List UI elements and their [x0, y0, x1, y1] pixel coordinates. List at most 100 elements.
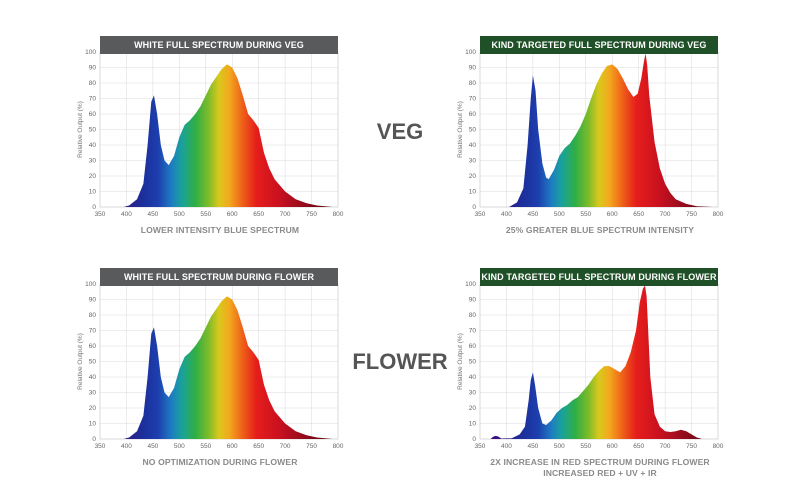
y-tick-label: 90 [469, 65, 477, 72]
caption-line-2: INCREASED RED + UV + IR [543, 468, 657, 478]
chart-caption: 25% GREATER BLUE SPECTRUM INTENSITY [450, 225, 750, 236]
y-tick-label: 60 [469, 111, 477, 118]
y-tick-label: 40 [469, 142, 477, 149]
chart-white-flower: WHITE FULL SPECTRUM DURING FLOWER 0 10 20 3… [70, 268, 370, 478]
x-tick-label: 350 [95, 443, 106, 450]
y-tick-label: 10 [89, 189, 97, 196]
y-tick-label: 30 [469, 158, 477, 165]
chart-kind-flower: KIND TARGETED FULL SPECTRUM DURING FLOWE… [450, 268, 750, 478]
y-tick-label: 70 [89, 96, 97, 103]
y-tick-label: 50 [469, 359, 477, 366]
chart-caption: LOWER INTENSITY BLUE SPECTRUM [70, 225, 370, 236]
x-tick-label: 400 [121, 211, 132, 218]
y-tick-label: 0 [472, 204, 476, 211]
x-tick-label: 800 [713, 211, 724, 218]
x-tick-label: 600 [227, 443, 238, 450]
y-tick-label: 70 [469, 96, 477, 103]
x-tick-label: 550 [580, 211, 591, 218]
y-tick-label: 40 [89, 142, 97, 149]
x-tick-label: 800 [713, 443, 724, 450]
chart-title: KIND TARGETED FULL SPECTRUM DURING VEG [480, 36, 718, 54]
y-tick-label: 90 [89, 65, 97, 72]
y-tick-label: 20 [89, 405, 97, 412]
x-tick-label: 600 [607, 211, 618, 218]
x-tick-label: 800 [333, 211, 344, 218]
chart-caption: NO OPTIMIZATION DURING FLOWER [70, 457, 370, 468]
x-tick-label: 700 [280, 211, 291, 218]
x-tick-label: 800 [333, 443, 344, 450]
y-tick-label: 50 [89, 127, 97, 134]
spectrum-chart: 0 10 20 30 40 50 60 70 80 90 100 350 400 450 500 550 600… [457, 49, 724, 218]
y-tick-label: 80 [469, 312, 477, 319]
chart-title: WHITE FULL SPECTRUM DURING FLOWER [100, 268, 338, 286]
spectrum-area [509, 53, 713, 207]
x-tick-label: 650 [253, 211, 264, 218]
y-tick-label: 20 [469, 405, 477, 412]
x-tick-label: 700 [280, 443, 291, 450]
chart-caption: 2X INCREASE IN RED SPECTRUM DURING FLOWE… [450, 457, 750, 479]
x-tick-label: 450 [147, 443, 158, 450]
y-tick-label: 30 [469, 390, 477, 397]
caption-line-1: 25% GREATER BLUE SPECTRUM INTENSITY [505, 225, 695, 235]
x-tick-label: 500 [174, 443, 185, 450]
x-tick-label: 750 [686, 443, 697, 450]
flower-label: FLOWER [352, 349, 448, 374]
spectrum-chart: 0 10 20 30 40 50 60 70 80 90 100 350 400 450 500 550 600… [77, 281, 344, 450]
veg-label: VEG [376, 119, 424, 144]
y-tick-label: 30 [89, 158, 97, 165]
x-tick-label: 600 [607, 443, 618, 450]
spectrum-chart: 0 10 20 30 40 50 60 70 80 90 100 350 400 450 500 550 600… [457, 281, 724, 450]
y-tick-label: 30 [89, 390, 97, 397]
x-tick-label: 700 [660, 211, 671, 218]
y-tick-label: 20 [89, 173, 97, 180]
x-tick-label: 550 [580, 443, 591, 450]
y-tick-label: 40 [469, 374, 477, 381]
y-tick-label: 80 [89, 80, 97, 87]
caption-line-1: NO OPTIMIZATION DURING FLOWER [142, 457, 298, 467]
caption-line-1: LOWER INTENSITY BLUE SPECTRUM [140, 225, 300, 235]
x-tick-label: 500 [174, 211, 185, 218]
chart-title: KIND TARGETED FULL SPECTRUM DURING FLOWE… [480, 268, 718, 286]
y-axis-label: Relative Output (%) [77, 101, 84, 158]
x-tick-label: 750 [686, 211, 697, 218]
x-tick-label: 700 [660, 443, 671, 450]
y-tick-label: 100 [85, 49, 96, 56]
x-tick-label: 350 [475, 211, 486, 218]
x-tick-label: 450 [527, 443, 538, 450]
y-tick-label: 0 [472, 436, 476, 443]
y-tick-label: 10 [469, 189, 477, 196]
x-tick-label: 650 [633, 443, 644, 450]
y-axis-label: Relative Output (%) [457, 333, 464, 390]
caption-line-1: 2X INCREASE IN RED SPECTRUM DURING FLOWE… [490, 457, 710, 467]
y-tick-label: 100 [465, 281, 476, 288]
x-tick-label: 500 [554, 443, 565, 450]
chart-title: WHITE FULL SPECTRUM DURING VEG [100, 36, 338, 54]
x-tick-label: 350 [95, 211, 106, 218]
y-axis-label: Relative Output (%) [77, 333, 84, 390]
x-tick-label: 600 [227, 211, 238, 218]
spectrum-area [490, 285, 703, 439]
y-tick-label: 80 [89, 312, 97, 319]
x-tick-label: 500 [554, 211, 565, 218]
y-tick-label: 50 [469, 127, 477, 134]
x-tick-label: 400 [501, 211, 512, 218]
spectrum-chart: 0 10 20 30 40 50 60 70 80 90 100 350 400 450 500 550 600… [77, 49, 344, 218]
x-tick-label: 450 [527, 211, 538, 218]
y-tick-label: 90 [89, 297, 97, 304]
y-tick-label: 10 [89, 421, 97, 428]
y-tick-label: 80 [469, 80, 477, 87]
x-tick-label: 750 [306, 211, 317, 218]
x-tick-label: 650 [633, 211, 644, 218]
y-tick-label: 60 [89, 111, 97, 118]
y-tick-label: 0 [92, 436, 96, 443]
x-tick-label: 650 [253, 443, 264, 450]
y-tick-label: 10 [469, 421, 477, 428]
x-tick-label: 400 [501, 443, 512, 450]
y-tick-label: 100 [85, 281, 96, 288]
y-axis-label: Relative Output (%) [457, 101, 464, 158]
y-tick-label: 0 [92, 204, 96, 211]
x-tick-label: 550 [200, 443, 211, 450]
y-tick-label: 70 [469, 328, 477, 335]
x-tick-label: 400 [121, 443, 132, 450]
chart-kind-veg: KIND TARGETED FULL SPECTRUM DURING VEG 0… [450, 36, 750, 246]
